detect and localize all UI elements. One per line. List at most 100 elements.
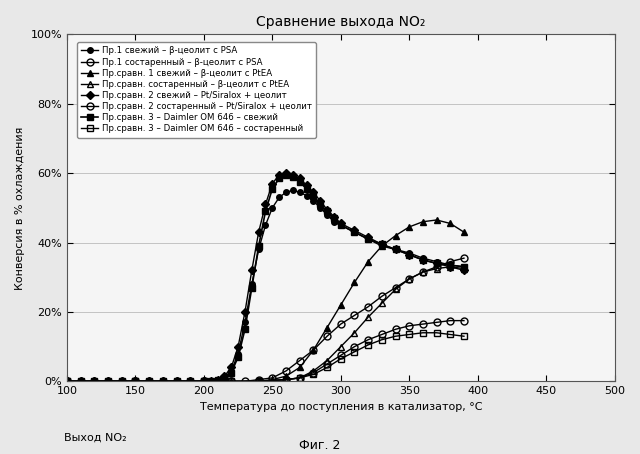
Пр.сравн. 3 – Daimler OM 646 – состаренный bbox=[392, 334, 399, 339]
Пр.1 состаренный – β-цеолит с PSA bbox=[405, 276, 413, 281]
Text: Выход NO₂: Выход NO₂ bbox=[64, 433, 127, 443]
Пр.сравн. 3 – Daimler OM 646 – состаренный bbox=[351, 349, 358, 355]
Пр.сравн. 2 свежий – Pt/Siralox + цеолит bbox=[282, 170, 290, 176]
Пр.1 свежий – β-цеолит с PSA bbox=[77, 379, 84, 384]
Пр.сравн. 2 состаренный – Pt/Siralox + цеолит bbox=[433, 320, 440, 325]
Пр.сравн. 1 свежий – β-цеолит с PtEA bbox=[269, 377, 276, 382]
Пр.сравн. 3 – Daimler OM 646 – свежий bbox=[221, 375, 228, 380]
Пр.сравн. 3 – Daimler OM 646 – свежий bbox=[63, 379, 71, 384]
Пр.сравн. 2 свежий – Pt/Siralox + цеолит bbox=[433, 261, 440, 266]
Пр.сравн. 2 состаренный – Pt/Siralox + цеолит bbox=[419, 321, 427, 327]
Пр.сравн. 3 – Daimler OM 646 – свежий bbox=[145, 379, 153, 384]
Пр.1 свежий – β-цеолит с PSA bbox=[104, 379, 112, 384]
Пр.сравн. 2 свежий – Pt/Siralox + цеолит bbox=[227, 365, 235, 370]
Пр.сравн. 3 – Daimler OM 646 – свежий bbox=[214, 377, 221, 382]
Пр.сравн. 2 свежий – Pt/Siralox + цеолит bbox=[104, 379, 112, 384]
Legend: Пр.1 свежий – β-цеолит с PSA, Пр.1 состаренный – β-цеолит с PSA, Пр.сравн. 1 све: Пр.1 свежий – β-цеолит с PSA, Пр.1 соста… bbox=[77, 42, 316, 138]
Пр.сравн. 2 свежий – Pt/Siralox + цеолит bbox=[303, 183, 310, 188]
Пр.сравн. 3 – Daimler OM 646 – состаренный bbox=[296, 375, 303, 380]
Пр.сравн. 2 свежий – Pt/Siralox + цеолит bbox=[91, 379, 99, 384]
Пр.1 состаренный – β-цеолит с PSA bbox=[255, 377, 262, 382]
Пр.сравн. 3 – Daimler OM 646 – свежий bbox=[269, 186, 276, 192]
Пр.сравн. 3 – Daimler OM 646 – свежий bbox=[323, 208, 331, 214]
Пр.сравн. 1 свежий – β-цеолит с PtEA bbox=[405, 224, 413, 230]
Пр.1 свежий – β-цеолит с PSA bbox=[248, 281, 255, 287]
Пр.сравн. 2 состаренный – Pt/Siralox + цеолит bbox=[405, 323, 413, 329]
Пр.сравн. 2 состаренный – Pt/Siralox + цеолит bbox=[378, 332, 386, 337]
Пр.сравн. 3 – Daimler OM 646 – свежий bbox=[200, 379, 208, 384]
Пр.1 свежий – β-цеолит с PSA bbox=[118, 379, 125, 384]
Пр.сравн. 3 – Daimler OM 646 – свежий bbox=[447, 262, 454, 268]
Пр.сравн. 2 свежий – Pt/Siralox + цеолит bbox=[405, 252, 413, 257]
Пр.1 свежий – β-цеолит с PSA bbox=[296, 189, 303, 195]
Пр.сравн. состаренный – β-цеолит с PtEA bbox=[405, 276, 413, 281]
Пр.сравн. 2 свежий – Pt/Siralox + цеолит bbox=[330, 214, 338, 219]
Пр.1 свежий – β-цеолит с PSA bbox=[330, 219, 338, 224]
Пр.1 состаренный – β-цеолит с PSA bbox=[378, 294, 386, 299]
Пр.сравн. 2 свежий – Pt/Siralox + цеолит bbox=[323, 207, 331, 212]
Пр.сравн. 2 свежий – Pt/Siralox + цеолит bbox=[145, 379, 153, 384]
Пр.сравн. 3 – Daimler OM 646 – состаренный bbox=[419, 330, 427, 336]
Пр.сравн. 3 – Daimler OM 646 – свежий bbox=[227, 370, 235, 375]
Пр.сравн. состаренный – β-цеолит с PtEA bbox=[296, 375, 303, 380]
Line: Пр.сравн. 1 свежий – β-цеолит с PtEA: Пр.сравн. 1 свежий – β-цеолит с PtEA bbox=[63, 217, 467, 385]
Пр.сравн. 2 свежий – Pt/Siralox + цеолит bbox=[364, 235, 372, 240]
Пр.сравн. 1 свежий – β-цеолит с PtEA bbox=[351, 280, 358, 285]
Пр.1 состаренный – β-цеолит с PSA bbox=[241, 379, 249, 384]
Пр.сравн. 3 – Daimler OM 646 – свежий bbox=[419, 257, 427, 262]
Пр.сравн. 3 – Daimler OM 646 – состаренный bbox=[447, 332, 454, 337]
Пр.сравн. 3 – Daimler OM 646 – состаренный bbox=[378, 337, 386, 342]
Пр.сравн. состаренный – β-цеолит с PtEA bbox=[447, 264, 454, 270]
Пр.сравн. 3 – Daimler OM 646 – свежий bbox=[241, 326, 249, 332]
Пр.сравн. 3 – Daimler OM 646 – свежий bbox=[310, 193, 317, 198]
Пр.сравн. 2 состаренный – Pt/Siralox + цеолит bbox=[63, 379, 71, 384]
Text: Фиг. 2: Фиг. 2 bbox=[300, 439, 340, 452]
Line: Пр.1 свежий – β-цеолит с PSA: Пр.1 свежий – β-цеолит с PSA bbox=[64, 188, 467, 384]
Пр.сравн. 2 состаренный – Pt/Siralox + цеолит bbox=[255, 379, 262, 384]
Пр.1 состаренный – β-цеолит с PSA bbox=[77, 379, 84, 384]
Пр.сравн. состаренный – β-цеолит с PtEA bbox=[282, 377, 290, 382]
Пр.сравн. 3 – Daimler OM 646 – свежий bbox=[330, 216, 338, 221]
Пр.1 свежий – β-цеолит с PSA bbox=[255, 247, 262, 252]
Пр.сравн. 3 – Daimler OM 646 – свежий bbox=[91, 379, 99, 384]
Пр.сравн. 3 – Daimler OM 646 – свежий bbox=[207, 379, 214, 384]
Line: Пр.сравн. 3 – Daimler OM 646 – состаренный: Пр.сравн. 3 – Daimler OM 646 – состаренн… bbox=[63, 329, 467, 385]
Пр.сравн. 1 свежий – β-цеолит с PtEA bbox=[364, 259, 372, 264]
Пр.сравн. 1 свежий – β-цеолит с PtEA bbox=[296, 365, 303, 370]
Пр.1 свежий – β-цеолит с PSA bbox=[132, 379, 140, 384]
Пр.1 свежий – β-цеолит с PSA bbox=[159, 379, 166, 384]
Пр.сравн. 2 свежий – Pt/Siralox + цеолит bbox=[221, 373, 228, 379]
Пр.сравн. состаренный – β-цеолит с PtEA bbox=[364, 315, 372, 320]
Пр.сравн. состаренный – β-цеолит с PtEA bbox=[378, 301, 386, 306]
Пр.1 состаренный – β-цеолит с PSA bbox=[186, 379, 194, 384]
Пр.сравн. 2 свежий – Pt/Siralox + цеолит bbox=[262, 202, 269, 207]
Пр.сравн. 3 – Daimler OM 646 – свежий bbox=[104, 379, 112, 384]
Пр.1 свежий – β-цеолит с PSA bbox=[405, 250, 413, 256]
Пр.сравн. 2 состаренный – Pt/Siralox + цеолит bbox=[364, 337, 372, 342]
Пр.сравн. 2 свежий – Pt/Siralox + цеолит bbox=[241, 309, 249, 315]
Пр.1 состаренный – β-цеолит с PSA bbox=[364, 304, 372, 310]
X-axis label: Температура до поступления в катализатор, °C: Температура до поступления в катализатор… bbox=[200, 402, 482, 412]
Пр.1 состаренный – β-цеолит с PSA bbox=[118, 379, 125, 384]
Line: Пр.сравн. 3 – Daimler OM 646 – свежий: Пр.сравн. 3 – Daimler OM 646 – свежий bbox=[63, 172, 467, 385]
Пр.1 состаренный – β-цеолит с PSA bbox=[296, 358, 303, 363]
Пр.сравн. 2 состаренный – Pt/Siralox + цеолит bbox=[392, 326, 399, 332]
Пр.сравн. 1 свежий – β-цеолит с PtEA bbox=[132, 379, 140, 384]
Пр.сравн. 2 свежий – Pt/Siralox + цеолит bbox=[132, 379, 140, 384]
Пр.сравн. состаренный – β-цеолит с PtEA bbox=[132, 379, 140, 384]
Пр.сравн. 2 состаренный – Pt/Siralox + цеолит bbox=[310, 370, 317, 375]
Пр.1 свежий – β-цеолит с PSA bbox=[378, 243, 386, 249]
Пр.сравн. 3 – Daimler OM 646 – свежий bbox=[118, 379, 125, 384]
Пр.сравн. 2 свежий – Pt/Siralox + цеолит bbox=[248, 267, 255, 273]
Пр.сравн. 2 состаренный – Pt/Siralox + цеолит bbox=[296, 375, 303, 380]
Пр.сравн. 3 – Daimler OM 646 – свежий bbox=[433, 261, 440, 266]
Пр.1 свежий – β-цеолит с PSA bbox=[221, 375, 228, 380]
Пр.сравн. 2 свежий – Pt/Siralox + цеолит bbox=[460, 267, 468, 273]
Пр.сравн. 1 свежий – β-цеолит с PtEA bbox=[63, 379, 71, 384]
Пр.1 свежий – β-цеолит с PSA bbox=[282, 189, 290, 195]
Пр.сравн. 2 состаренный – Pt/Siralox + цеолит bbox=[460, 318, 468, 323]
Пр.сравн. 3 – Daimler OM 646 – состаренный bbox=[310, 372, 317, 377]
Пр.1 свежий – β-цеолит с PSA bbox=[234, 351, 242, 356]
Пр.сравн. 2 свежий – Pt/Siralox + цеолит bbox=[419, 257, 427, 262]
Пр.сравн. 3 – Daimler OM 646 – свежий bbox=[255, 243, 262, 249]
